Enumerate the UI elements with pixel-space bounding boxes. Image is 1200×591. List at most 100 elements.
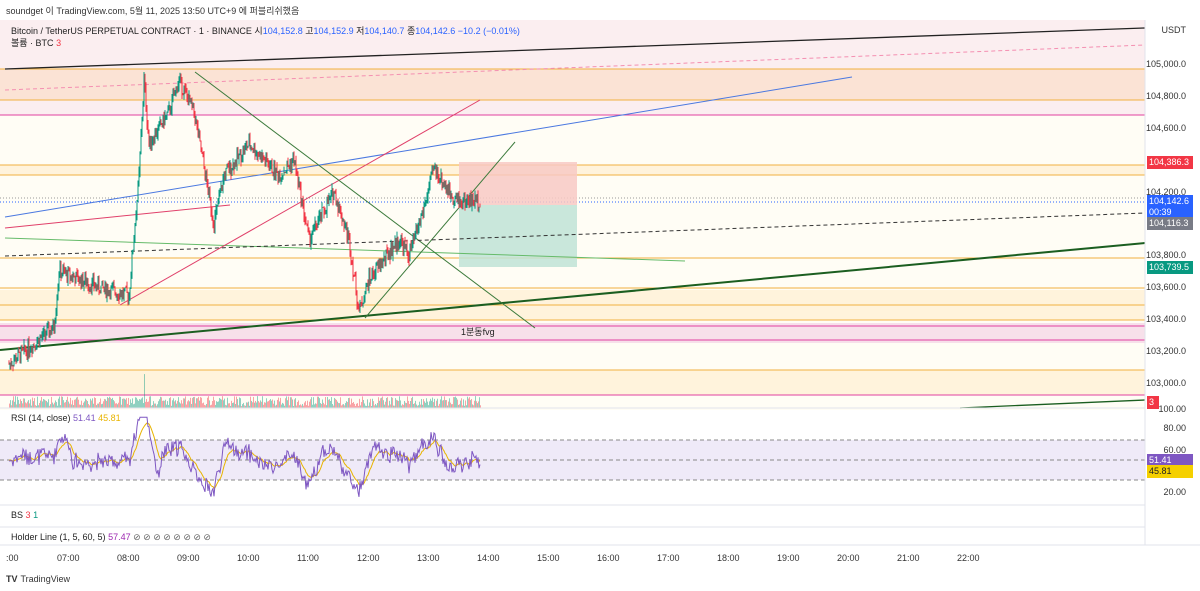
volume-bar [161,397,162,408]
volume-bar [127,403,128,408]
volume-bar [436,400,437,408]
volume-bar [269,400,270,408]
volume-bar [191,403,192,408]
volume-bar [198,396,199,408]
volume-bar [39,402,40,408]
volume-bar [299,405,300,408]
volume-bar [59,396,60,408]
price-tick: 104,200.0 [1145,187,1186,197]
volume-bar [464,405,465,408]
volume-bar [41,397,42,408]
volume-bar [444,396,445,408]
volume-bar [376,405,377,408]
volume-bar [56,402,57,408]
volume-bar [145,401,146,408]
volume-bar [456,397,457,408]
volume-bar [180,403,181,408]
volume-bar [170,397,171,408]
volume-bar [264,402,265,408]
volume-bar [310,399,311,408]
rsi-tick: 20.00 [1163,487,1186,497]
volume-bar [344,405,345,408]
volume-bar [400,400,401,408]
currency-label: USDT [1161,25,1187,35]
volume-bar [162,400,163,408]
fvg-annotation[interactable]: 1분동fvg [461,327,495,337]
volume-bar [201,397,202,408]
volume-bar [277,399,278,408]
time-tick: 21:00 [897,553,920,563]
fvg-zone [0,323,1145,343]
volume-bar [391,397,392,408]
volume-bar [179,402,180,408]
volume-bar [245,405,246,408]
volume-bar [107,397,108,408]
volume-bar [47,402,48,408]
volume-bar [420,404,421,408]
volume-bar [61,396,62,408]
symbol-legend[interactable]: Bitcoin / TetherUS PERPETUAL CONTRACT · … [11,24,520,37]
volume-bar [441,396,442,408]
volume-bar [78,399,79,408]
volume-bar [84,401,85,408]
volume-bar [287,400,288,408]
time-tick: :00 [6,553,19,563]
volume-bar [294,399,295,408]
volume-bar [440,399,441,408]
volume-bar [379,400,380,408]
bs-legend[interactable]: BS 3 1 [11,510,38,520]
volume-bar [193,397,194,408]
volume-bar [26,403,27,408]
time-tick: 22:00 [957,553,980,563]
volume-bar [265,402,266,408]
volume-bar [29,403,30,408]
volume-legend[interactable]: 볼륨 · BTC 3 [11,36,61,49]
volume-bar [248,401,249,408]
volume-bar [63,400,64,408]
volume-bar [178,397,179,408]
volume-bar [199,400,200,408]
volume-bar [278,397,279,408]
volume-bar [221,399,222,408]
volume-bar [212,401,213,408]
volume-bar [460,400,461,408]
low-value: 104,140.7 [364,26,405,36]
volume-bar [417,405,418,408]
volume-bar [73,405,74,408]
volume-bar [390,404,391,408]
rsi-legend[interactable]: RSI (14, close) 51.41 45.81 [11,413,121,423]
volume-bar [370,398,371,408]
volume-bar [140,399,141,408]
volume-bar [474,400,475,408]
volume-bar [262,396,263,408]
holder-legend[interactable]: Holder Line (1, 5, 60, 5) 57.47 ⊘ ⊘ ⊘ ⊘ … [11,532,211,543]
volume-bar [91,400,92,408]
volume-bar [401,405,402,408]
volume-bar [480,405,481,408]
price-tick: 103,600.0 [1145,282,1186,292]
volume-bar [309,401,310,408]
volume-bar [153,401,154,408]
volume-bar [405,402,406,408]
high-value: 104,152.9 [313,26,354,36]
volume-bar [69,403,70,408]
current-price-tag: 104,142.6 00:39 [1147,195,1193,219]
volume-bar [11,405,12,408]
volume-bar [253,396,254,408]
volume-bar [45,400,46,408]
volume-bar [363,399,364,408]
volume-bar [300,404,301,408]
rsi-tick: 80.00 [1163,423,1186,433]
time-tick: 14:00 [477,553,500,563]
volume-bar [406,403,407,408]
volume-bar [385,401,386,408]
time-tick: 16:00 [597,553,620,563]
volume-bar [165,399,166,408]
volume-bar [462,405,463,408]
volume-bar [10,400,11,408]
volume-bar [296,405,297,408]
volume-bar [183,398,184,408]
volume-bar [338,402,339,408]
volume-bar [337,401,338,408]
